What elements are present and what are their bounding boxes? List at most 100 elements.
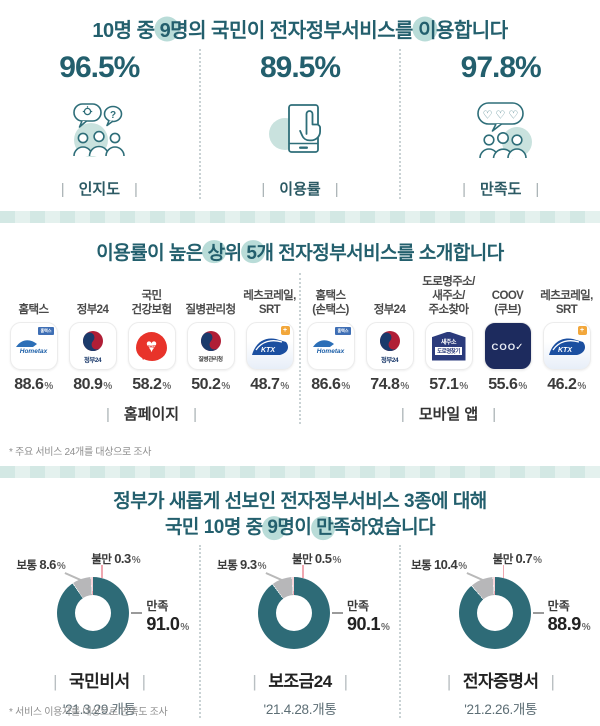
heart-icon: ♥ xyxy=(145,335,158,357)
service-name: 홈택스 xyxy=(18,303,50,316)
value-number: 0.5 xyxy=(314,551,332,567)
mobile-items: 홈택스 (손택스) Hometax 홈택스 86.6% 정부24 정부24 74… xyxy=(301,273,596,394)
group-homepage: 홈택스 Hometax 홈택스 88.6% 정부24 정부24 80.9% xyxy=(4,273,299,424)
section-new-services-title: 정부가 새롭게 선보인 전자정부서비스 3종에 대해 국민 10명 중 9명이 … xyxy=(0,478,600,541)
percent-sign: % xyxy=(221,381,230,392)
label-bar: | xyxy=(535,181,540,198)
value-number: 86.6 xyxy=(311,376,341,393)
ktx-logo-text: KTX xyxy=(261,347,276,354)
leader-line xyxy=(532,612,544,614)
service-item-kdca: 질병관리청 질병관리청 50.2% xyxy=(183,273,239,394)
neutral-label: 보통 9.3% xyxy=(204,557,266,573)
label-text: 전자증명서 xyxy=(462,672,539,692)
label-text: 이용률 xyxy=(279,181,321,198)
percent-sign: % xyxy=(257,561,267,573)
percent-sign: % xyxy=(162,381,171,392)
nhis-logo-text: NHIS xyxy=(146,343,157,349)
title-text: 의 국민이 전자정부서비스를 xyxy=(188,20,419,42)
value-number: 91.0 xyxy=(146,614,180,635)
donut-service-name: | 국민비서 | xyxy=(0,667,199,692)
service-name: 질병관리청 xyxy=(185,303,237,316)
percent-sign: % xyxy=(577,381,586,392)
service-item-gov24-app: 정부24 정부24 74.8% xyxy=(362,273,418,394)
title-highlight: 이용 xyxy=(418,14,454,43)
label-text: 보조금24 xyxy=(268,672,332,692)
percent-sign: % xyxy=(518,381,527,392)
satisfied-label: 만족 88.9% xyxy=(548,597,591,635)
ktx-logo-text: KTX xyxy=(558,347,573,354)
hometax-logo-text: Hometax xyxy=(316,348,345,355)
value-number: 48.7 xyxy=(250,376,280,393)
label-text: 보통 xyxy=(16,560,37,573)
service-item-juso: 도로명주소/ 새주소/ 주소찾아 새주소 도로명찾기 57.1% xyxy=(421,273,477,394)
donut-ring xyxy=(458,577,531,650)
label-text: 인지도 xyxy=(78,181,121,198)
service-name: COOV (쿠브) xyxy=(491,289,524,316)
satisfied-value: 88.9% xyxy=(548,614,591,635)
value-number: 58.2 xyxy=(132,376,162,393)
percent-sign: % xyxy=(332,555,341,567)
leader-line xyxy=(101,565,103,579)
title-highlight: 9명 xyxy=(160,14,189,43)
donut-launch-date: '21.2.26.개통 xyxy=(464,702,538,718)
donut-launch-date: '21.3.29.개통 xyxy=(62,702,136,718)
service-item-hometax: 홈택스 Hometax 홈택스 88.6% xyxy=(6,273,62,394)
label-bar: | xyxy=(334,181,339,198)
title-highlight: 만족 xyxy=(316,515,350,541)
label-bar: | xyxy=(193,406,197,423)
label-bar: | xyxy=(343,672,348,692)
section-overview-title: 10명 중 9명의 국민이 전자정부서비스를 이용합니다 xyxy=(0,0,600,43)
label-text: 국민비서 xyxy=(69,672,130,692)
new-services-footnote: * 서비스 이용자를 대상으로 만족도 조사 xyxy=(9,707,168,718)
title-text: 전자정부서비스를 소개합니다 xyxy=(273,243,504,264)
title-highlight: 5개 xyxy=(246,238,274,265)
group-label-homepage: | 홈페이지 | xyxy=(4,403,299,424)
value-number: 10.4 xyxy=(433,557,458,573)
section-top-services: 이용률이 높은 상위 5개 전자정부서비스를 소개합니다 홈택스 Hometax… xyxy=(0,223,600,466)
service-item-nhis: 국민 건강보험 ♥ NHIS 58.2% xyxy=(124,273,180,394)
donut-ring xyxy=(57,577,130,650)
value-number: 0.7 xyxy=(515,551,533,567)
ktx-logo: + KTX xyxy=(245,322,294,370)
label-text: 모바일 앱 xyxy=(418,406,479,423)
services-footnote: * 주요 서비스 24개를 대상으로 조사 xyxy=(9,447,152,458)
label-bar: | xyxy=(492,406,497,423)
label-text: 만족 xyxy=(347,599,370,614)
hearts-glyph: ♡ ♡ ♡ xyxy=(482,110,518,122)
label-text: 만족도 xyxy=(479,181,522,198)
label-bar: | xyxy=(446,672,451,692)
label-bar: | xyxy=(105,406,110,423)
percent-sign: % xyxy=(180,622,189,634)
title-highlight: 9명 xyxy=(267,515,295,541)
service-name: 도로명주소/ 새주소/ 주소찾아 xyxy=(422,275,475,316)
percent-sign: % xyxy=(44,381,53,392)
usage-label: | 이용률 | xyxy=(201,178,400,199)
label-text: 만족 xyxy=(146,599,169,614)
gov24-logo-text: 정부24 xyxy=(380,356,399,364)
value-number: 8.6 xyxy=(39,557,56,573)
donut-ring xyxy=(258,577,330,650)
service-name: 정부24 xyxy=(76,303,109,316)
percent-sign: % xyxy=(459,381,468,392)
gov24-logo-text: 정부24 xyxy=(83,356,102,364)
leader-line xyxy=(502,565,505,579)
donut-service-name: | 보조금24 | xyxy=(201,667,400,692)
satisfaction-label: | 만족도 | xyxy=(401,178,600,199)
service-usage-value: 80.9% xyxy=(65,376,121,394)
percent-sign: % xyxy=(131,555,141,567)
awareness-icon: ? xyxy=(0,90,199,172)
service-usage-value: 57.1% xyxy=(421,376,477,394)
label-text: 홈페이지 xyxy=(123,406,180,423)
donut-chart: 보통 9.3% 불만 0.5% 만족 90.1% xyxy=(204,545,396,665)
section-overview: 10명 중 9명의 국민이 전자정부서비스를 이용합니다 96.5% ? xyxy=(0,0,600,211)
title-text: 10명 중 xyxy=(92,20,160,42)
percent-sign: % xyxy=(381,622,390,634)
section-top-services-title: 이용률이 높은 상위 5개 전자정부서비스를 소개합니다 xyxy=(0,223,600,265)
title-text: 하였습니다 xyxy=(350,517,436,539)
satisfaction-value: 97.8% xyxy=(460,51,542,84)
usage-value: 89.5% xyxy=(259,51,341,84)
stats-row: 96.5% ? xyxy=(0,49,600,199)
donut-panel-gukminbiseo: 보통 8.6% 불만 0.3% 만족 91.0% | 국민비서 | '21.3.29… xyxy=(0,545,199,718)
service-usage-value: 48.7% xyxy=(242,376,298,394)
dissatisfied-label: 불만 0.5% xyxy=(292,551,341,567)
